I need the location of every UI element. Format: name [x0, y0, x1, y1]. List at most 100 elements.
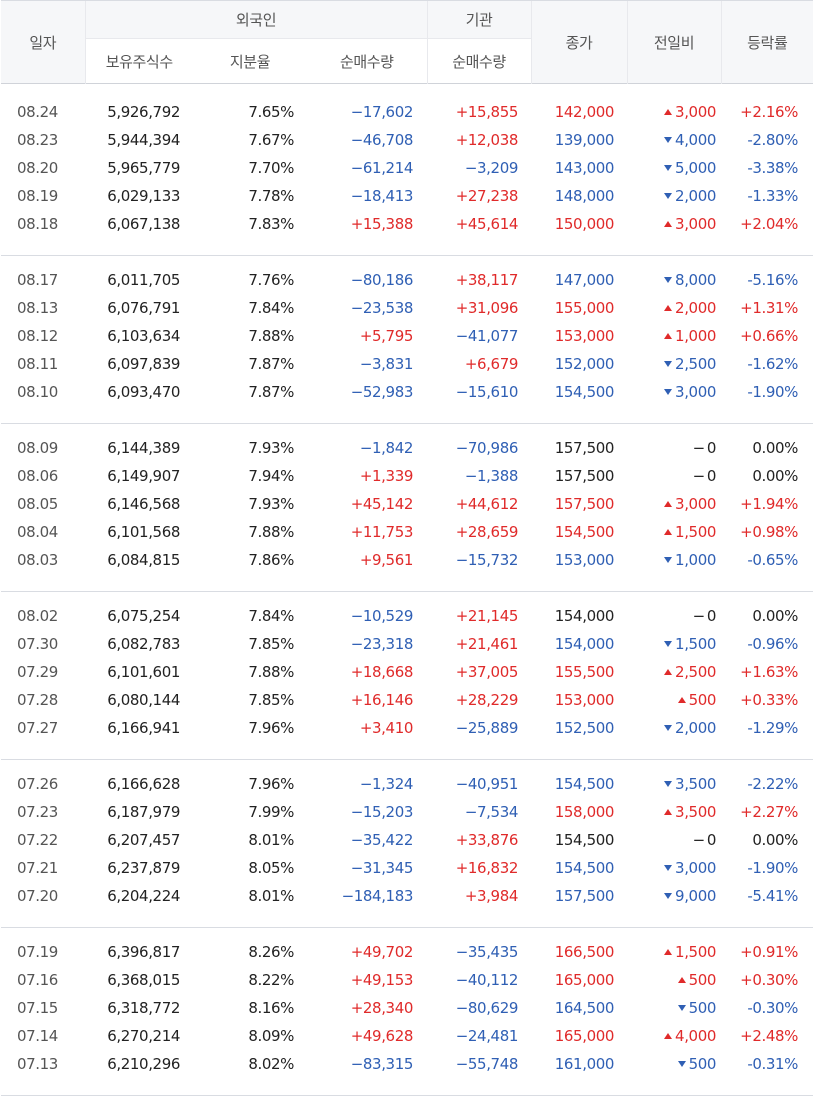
header-foreign-net: 순매수량 [307, 38, 427, 84]
cell-change: −0 [627, 826, 721, 854]
cell-foreign-net: +11,753 [350, 523, 414, 541]
cell-ratio: 7.88% [248, 663, 294, 681]
cell-close: 153,000 [554, 551, 615, 569]
cell-foreign-net: +28,340 [350, 999, 414, 1017]
cell-close: 143,000 [554, 159, 615, 177]
table-row: 08.24 5,926,792 7.65% −17,602 +15,855 142,000… [1, 98, 813, 126]
cell-ratio: 8.16% [248, 999, 294, 1017]
cell-date: 07.26 [17, 775, 58, 793]
table-row: 07.22 6,207,457 8.01% −35,422 +33,876 154,500… [1, 826, 813, 854]
cell-rate: +0.66% [740, 327, 798, 345]
change-value: 1,000 [675, 327, 716, 345]
group-spacer [1, 256, 813, 267]
cell-date: 08.06 [17, 467, 58, 485]
cell-change: 1,000 [627, 546, 721, 574]
change-value: 5,000 [675, 159, 716, 177]
cell-close: 142,000 [554, 103, 615, 121]
cell-rate: +1.63% [740, 663, 798, 681]
cell-ratio: 7.85% [248, 635, 294, 653]
change-value: 0 [706, 831, 717, 849]
triangle-down-icon [664, 165, 673, 171]
cell-rate: -1.29% [747, 719, 798, 737]
change-value: 8,000 [675, 271, 716, 289]
table-row: 07.27 6,166,941 7.96% +3,410 −25,889 152,500 2… [1, 714, 813, 742]
cell-rate: -0.31% [747, 1055, 798, 1073]
triangle-up-icon [664, 221, 673, 227]
cell-close: 157,500 [554, 467, 615, 485]
cell-ratio: 7.84% [248, 299, 294, 317]
cell-change: 3,000 [627, 378, 721, 406]
cell-change: 9,000 [627, 882, 721, 910]
cell-foreign-net: +5,795 [359, 327, 414, 345]
cell-inst-net: −7,534 [464, 803, 519, 821]
triangle-up-icon [664, 1033, 673, 1039]
change-value: 500 [688, 691, 717, 709]
cell-change: −0 [627, 462, 721, 490]
cell-rate: -1.33% [747, 187, 798, 205]
cell-inst-net: −55,748 [455, 1055, 519, 1073]
cell-inst-net: +44,612 [455, 495, 519, 513]
group-divider [1, 406, 813, 424]
cell-foreign-net: +1,339 [359, 467, 414, 485]
cell-inst-net: +21,461 [455, 635, 519, 653]
cell-foreign-net: −23,538 [350, 299, 414, 317]
cell-inst-net: −35,435 [455, 943, 519, 961]
change-value: 0 [706, 607, 717, 625]
triangle-down-icon [664, 641, 673, 647]
cell-holdings: 6,084,815 [107, 551, 180, 569]
header-holdings: 보유주식수 [84, 38, 193, 84]
triangle-up-icon [664, 305, 673, 311]
cell-inst-net: +28,659 [455, 523, 519, 541]
cell-close: 157,500 [554, 495, 615, 513]
cell-close: 152,000 [554, 355, 615, 373]
cell-change: 1,500 [627, 938, 721, 966]
cell-ratio: 7.88% [248, 327, 294, 345]
change-value: 2,500 [675, 663, 716, 681]
cell-ratio: 7.87% [248, 383, 294, 401]
table-row: 08.23 5,944,394 7.67% −46,708 +12,038 139,000… [1, 126, 813, 154]
cell-rate: -3.38% [747, 159, 798, 177]
cell-close: 155,500 [554, 663, 615, 681]
change-value: 2,000 [675, 299, 716, 317]
cell-close: 161,000 [554, 1055, 615, 1073]
cell-date: 07.22 [17, 831, 58, 849]
cell-foreign-net: −35,422 [350, 831, 414, 849]
cell-rate: +2.27% [740, 803, 798, 821]
cell-close: 158,000 [554, 803, 615, 821]
cell-date: 07.23 [17, 803, 58, 821]
cell-change: 2,000 [627, 294, 721, 322]
cell-foreign-net: −15,203 [350, 803, 414, 821]
cell-holdings: 5,944,394 [107, 131, 180, 149]
cell-date: 07.16 [17, 971, 58, 989]
cell-holdings: 6,166,941 [107, 719, 180, 737]
table-row: 07.20 6,204,224 8.01% −184,183 +3,984 157,500… [1, 882, 813, 910]
cell-change: 8,000 [627, 266, 721, 294]
cell-close: 154,000 [554, 635, 615, 653]
cell-close: 147,000 [554, 271, 615, 289]
cell-change: 3,500 [627, 798, 721, 826]
change-value: 3,000 [675, 859, 716, 877]
cell-holdings: 6,144,389 [107, 439, 180, 457]
cell-inst-net: +27,238 [455, 187, 519, 205]
cell-date: 08.09 [17, 439, 58, 457]
cell-date: 08.02 [17, 607, 58, 625]
cell-ratio: 7.76% [248, 271, 294, 289]
cell-inst-net: +6,679 [464, 355, 519, 373]
cell-date: 08.03 [17, 551, 58, 569]
change-value: 4,000 [675, 131, 716, 149]
triangle-up-icon [677, 977, 686, 983]
cell-foreign-net: −23,318 [350, 635, 414, 653]
cell-holdings: 6,011,705 [107, 271, 180, 289]
triangle-down-icon [664, 893, 673, 899]
header-institution: 기관 [426, 0, 531, 39]
cell-inst-net: −1,388 [464, 467, 519, 485]
cell-foreign-net: +49,628 [350, 1027, 414, 1045]
cell-foreign-net: −46,708 [350, 131, 414, 149]
cell-ratio: 8.02% [248, 1055, 294, 1073]
change-value: 1,500 [675, 943, 716, 961]
cell-rate: -2.22% [747, 775, 798, 793]
triangle-up-icon [664, 109, 673, 115]
table-row: 07.16 6,368,015 8.22% +49,153 −40,112 165,000… [1, 966, 813, 994]
cell-change: 1,500 [627, 518, 721, 546]
cell-rate: +0.98% [740, 523, 798, 541]
